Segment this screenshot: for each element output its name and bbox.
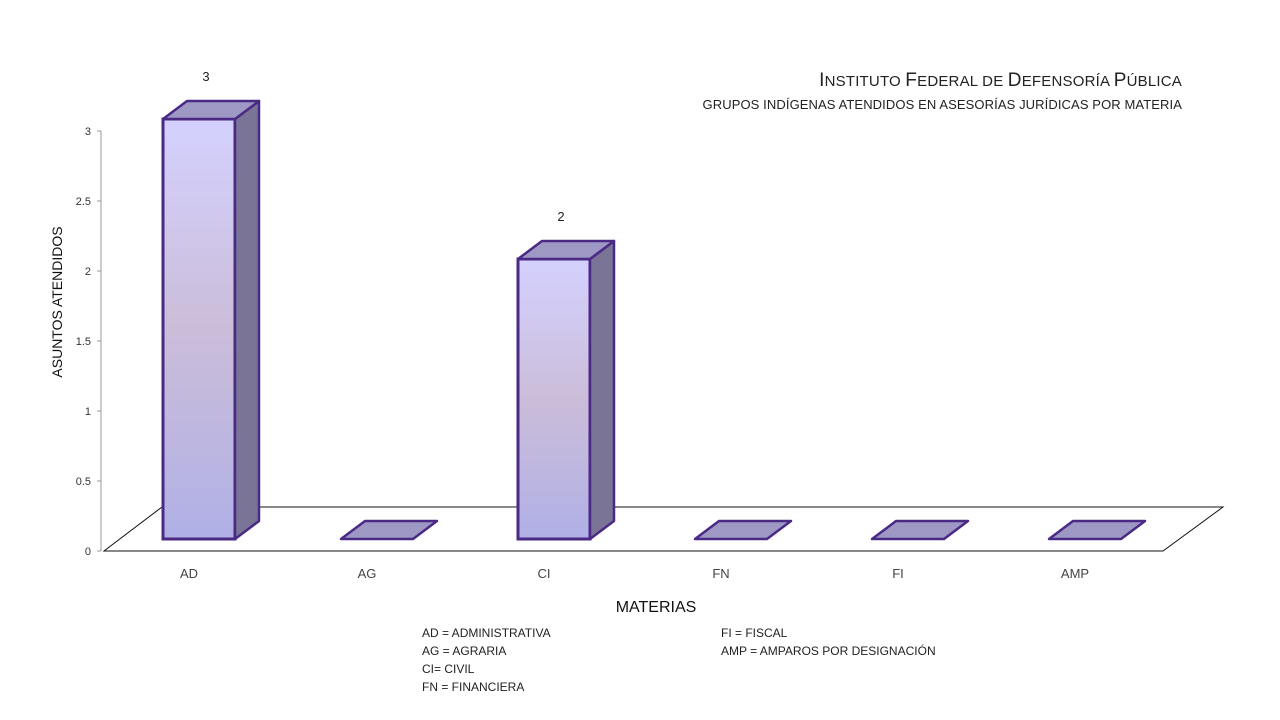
chart-floor	[102, 506, 1225, 552]
y-tick-label: 2.5	[76, 196, 91, 208]
title-word: PÚBLICA	[1113, 70, 1182, 91]
bar-front	[516, 257, 592, 541]
y-axis-label: ASUNTOS ATENDIDOS	[49, 226, 65, 377]
title-word: FEDERAL	[905, 70, 978, 91]
x-tick-label: FI	[892, 566, 904, 581]
y-tick-label: 0.5	[76, 476, 91, 488]
bar-side	[588, 239, 616, 541]
bar-top	[516, 239, 616, 261]
chart-title: INSTITUTO FEDERAL DE DEFENSORÍA PÚBLICA	[819, 70, 1182, 92]
bar-front	[161, 117, 237, 541]
legend-entry: FI = FISCAL	[721, 626, 788, 640]
x-tick-label: FN	[712, 566, 729, 581]
x-tick-label: AD	[180, 566, 198, 581]
bar-top	[693, 519, 793, 541]
bar-fi	[870, 519, 970, 541]
x-tick-label: CI	[538, 566, 551, 581]
bar-top	[161, 99, 261, 121]
bar-top	[1047, 519, 1147, 541]
legend-entry: AMP = AMPAROS POR DESIGNACIÓN	[721, 644, 936, 658]
bar-top	[339, 519, 439, 541]
x-tick-label: AMP	[1061, 566, 1089, 581]
bar-fn	[693, 519, 793, 541]
legend-entry: CI= CIVIL	[422, 662, 475, 676]
legend-entry: AG = AGRARIA	[422, 644, 507, 658]
y-tick-label: 1	[85, 406, 91, 418]
bar-top	[870, 519, 970, 541]
y-tick-label: 2	[85, 266, 91, 278]
bar-ag	[339, 519, 439, 541]
title-word: DE	[982, 73, 1004, 90]
y-tick-label: 0	[85, 546, 91, 558]
legend-entry: FN = FINANCIERA	[422, 680, 525, 694]
x-tick-label: AG	[358, 566, 377, 581]
title-word: DEFENSORÍA	[1007, 70, 1110, 91]
bar-ci	[516, 239, 616, 541]
y-tick-label: 1.5	[76, 336, 91, 348]
data-label: 3	[202, 69, 209, 84]
bar-amp	[1047, 519, 1147, 541]
bar-side	[233, 99, 261, 541]
chart-subtitle: GRUPOS INDÍGENAS ATENDIDOS EN ASESORÍAS …	[702, 97, 1182, 112]
x-axis-label: MATERIAS	[616, 599, 697, 616]
title-word: INSTITUTO	[819, 70, 901, 91]
legend-abbreviations-left: AD = ADMINISTRATIVA AG = AGRARIA CI= CIVIL…	[422, 624, 551, 696]
y-tick-label: 3	[85, 126, 91, 138]
legend-entry: AD = ADMINISTRATIVA	[422, 626, 551, 640]
bar-ad	[161, 99, 261, 541]
data-label: 2	[557, 209, 564, 224]
legend-abbreviations-right: FI = FISCAL AMP = AMPAROS POR DESIGNACIÓN	[721, 624, 936, 660]
